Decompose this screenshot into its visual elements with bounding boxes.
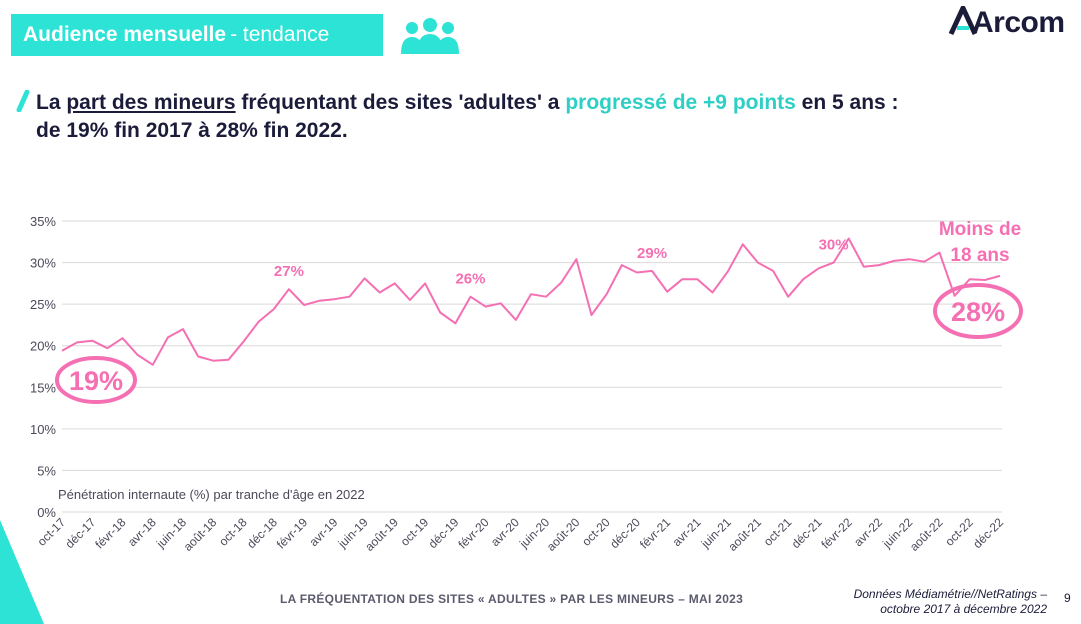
x-tick-label: févr-21: [637, 515, 674, 552]
series-label-line-2: 18 ans: [950, 245, 1009, 266]
badge-title: Audience mensuelle: [23, 23, 227, 46]
x-axis: oct-17déc-17févr-18avr-18juin-18août-18o…: [35, 515, 1007, 554]
footer-title: LA FRÉQUENTATION DES SITES « ADULTES » P…: [280, 592, 744, 606]
series-line: [61, 237, 1001, 366]
x-tick-label: avr-20: [488, 515, 522, 549]
x-tick-label: févr-22: [819, 515, 856, 552]
x-tick-label: avr-22: [851, 515, 885, 549]
x-tick-label: août-18: [181, 515, 220, 554]
y-axis: 0% 5% 10% 15% 20% 25% 30% 35%: [30, 214, 56, 520]
x-tick-label: févr-20: [455, 515, 492, 552]
point-labels: 27% 26% 29% 30%: [274, 237, 849, 288]
headline: La part des mineurs fréquentant des site…: [36, 89, 1036, 145]
x-tick-label: déc-22: [970, 515, 1006, 551]
x-tick-label: août-21: [725, 515, 764, 554]
series-moins-de-18-ans: [61, 237, 1001, 366]
arcom-logo: Arcom: [948, 5, 1065, 40]
x-tick-label: oct-21: [761, 515, 795, 549]
page-number: 9: [1064, 591, 1071, 605]
y-tick-label: 30%: [30, 256, 56, 271]
x-tick-label: oct-20: [579, 515, 613, 549]
data-label: 30%: [819, 237, 849, 254]
x-tick-label: déc-20: [607, 515, 643, 551]
data-label: 26%: [455, 271, 485, 288]
headline-line-2: de 19% fin 2017 à 28% fin 2022.: [36, 119, 348, 142]
end-callout-ring: [933, 283, 1023, 339]
people-group-icon: [401, 18, 459, 54]
source-line-2: octobre 2017 à décembre 2022: [880, 602, 1047, 616]
x-tick-label: avr-21: [670, 515, 704, 549]
start-callout-ring: [55, 356, 137, 404]
series-label-line-1: Moins de: [939, 219, 1021, 240]
slash-accent-icon: [16, 90, 30, 112]
x-tick-label: déc-17: [63, 515, 99, 551]
y-tick-label: 0%: [37, 505, 56, 520]
x-tick-label: avr-18: [125, 515, 159, 549]
x-tick-label: déc-18: [244, 515, 280, 551]
chart-note: Pénétration internaute (%) par tranche d…: [58, 487, 365, 502]
headline-highlight: progressé de +9 points: [565, 91, 796, 114]
badge-subtitle: - tendance: [230, 23, 330, 46]
y-tick-label: 25%: [30, 297, 56, 312]
x-tick-label: août-22: [907, 515, 946, 554]
x-tick-label: déc-19: [426, 515, 462, 551]
x-tick-label: févr-19: [274, 515, 311, 552]
y-tick-label: 5%: [37, 463, 56, 478]
source-note: Données Médiamétrie//NetRatings – octobr…: [787, 587, 1047, 617]
x-tick-label: août-20: [544, 515, 583, 554]
data-label: 29%: [637, 245, 667, 262]
chart-grid: [62, 220, 1002, 513]
x-tick-label: déc-21: [789, 515, 825, 551]
headline-part-2: fréquentant des sites 'adultes' a: [235, 91, 566, 114]
headline-line-1: La part des mineurs fréquentant des site…: [36, 89, 1036, 117]
x-tick-label: oct-18: [216, 515, 250, 549]
end-callout: 28%: [951, 297, 1005, 327]
x-tick-label: oct-19: [398, 515, 432, 549]
corner-accent: [0, 520, 44, 624]
headline-part-1: La: [36, 91, 67, 114]
logo-text: Arcom: [972, 6, 1065, 39]
arcom-logo-mark: [948, 5, 978, 36]
source-line-1: Données Médiamétrie//NetRatings –: [853, 587, 1047, 601]
start-callout: 19%: [69, 366, 123, 396]
x-tick-label: févr-18: [92, 515, 129, 552]
y-tick-label: 15%: [30, 380, 56, 395]
x-tick-label: avr-19: [306, 515, 340, 549]
y-tick-label: 20%: [30, 339, 56, 354]
x-tick-label: oct-22: [942, 515, 976, 549]
data-label: 27%: [274, 263, 304, 280]
x-tick-label: août-19: [362, 515, 401, 554]
y-tick-label: 10%: [30, 422, 56, 437]
line-chart: 0% 5% 10% 15% 20% 25% 30% 35% oct-17déc-17févr-…: [30, 214, 1023, 554]
section-badge: Audience mensuelle - tendance: [11, 14, 383, 56]
headline-underlined: part des mineurs: [66, 91, 236, 114]
headline-part-3: en 5 ans :: [795, 91, 899, 114]
y-tick-label: 35%: [30, 214, 56, 229]
